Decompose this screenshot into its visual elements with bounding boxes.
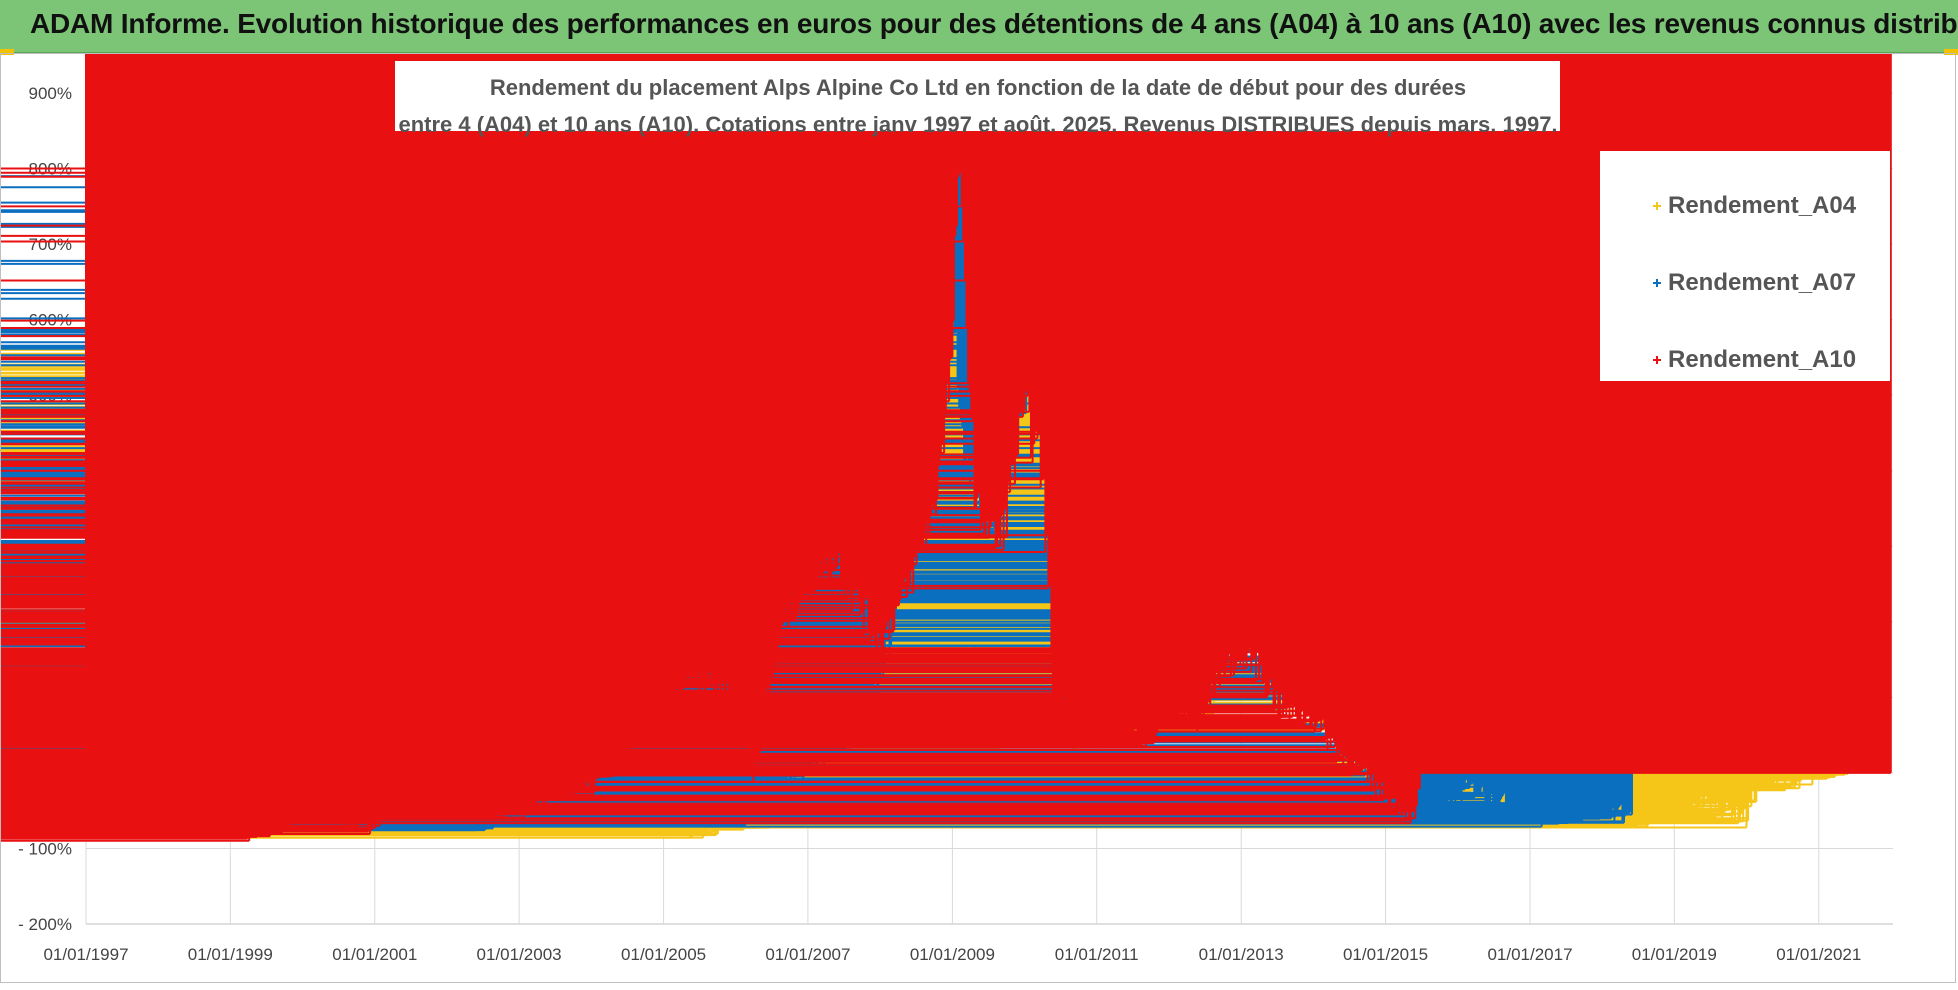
x-tick-label: 01/01/2001 — [332, 945, 417, 964]
chart-area: 900% 800% 700% 600% 500% 400% 300% 200% 100% 0% - … — [0, 53, 1958, 985]
x-tick-label: 01/01/2009 — [910, 945, 995, 964]
data-series — [0, 53, 1892, 842]
legend: Rendement_A04 Rendement_A07 Rendement_A10 — [1600, 151, 1890, 381]
corner-marker — [1944, 49, 1958, 55]
legend-label-rendement-a07: Rendement_A07 — [1668, 269, 1856, 296]
legend-background — [1600, 151, 1890, 381]
series-markers — [0, 53, 1892, 842]
title-background — [395, 61, 1560, 131]
legend-label-rendement-a10: Rendement_A10 — [1668, 346, 1856, 373]
y-tick-label: - 200% — [18, 915, 72, 934]
legend-label-rendement-a04: Rendement_A04 — [1668, 192, 1857, 219]
x-axis-ticks: 01/01/1997 01/01/1999 01/01/2001 01/01/2003… — [43, 945, 1861, 964]
x-tick-label: 01/01/1997 — [43, 945, 128, 964]
x-tick-label: 01/01/2019 — [1632, 945, 1717, 964]
y-tick-label: 900% — [29, 84, 72, 103]
x-tick-label: 01/01/2011 — [1055, 945, 1139, 964]
chart-title-line2: entre 4 (A04) et 10 ans (A10). Cotations… — [398, 112, 1557, 137]
x-tick-label: 01/01/2017 — [1487, 945, 1572, 964]
y-tick-label: 700% — [29, 235, 72, 254]
legend-marker-rendement-a07 — [1653, 279, 1661, 287]
legend-marker-rendement-a04 — [1653, 202, 1661, 210]
x-tick-label: 01/01/2003 — [477, 945, 562, 964]
chart-title-line1: Rendement du placement Alps Alpine Co Lt… — [490, 75, 1466, 100]
y-tick-label: - 100% — [18, 839, 72, 858]
x-tick-label: 01/01/2007 — [765, 945, 850, 964]
series-rendement-a10 — [0, 53, 1892, 842]
header-banner: ADAM Informe. Evolution historique des p… — [0, 0, 1958, 53]
x-tick-label: 01/01/2021 — [1776, 945, 1861, 964]
x-tick-label: 01/01/2015 — [1343, 945, 1428, 964]
chart-svg: 900%800%700%600%500%400%300%200%100%0%- … — [0, 53, 1893, 964]
x-tick-label: 01/01/2005 — [621, 945, 706, 964]
banner-title: ADAM Informe. Evolution historique des p… — [30, 8, 1958, 39]
x-tick-label: 01/01/2013 — [1199, 945, 1284, 964]
x-tick-label: 01/01/1999 — [188, 945, 273, 964]
corner-marker — [0, 49, 14, 55]
legend-marker-rendement-a10 — [1653, 356, 1661, 364]
